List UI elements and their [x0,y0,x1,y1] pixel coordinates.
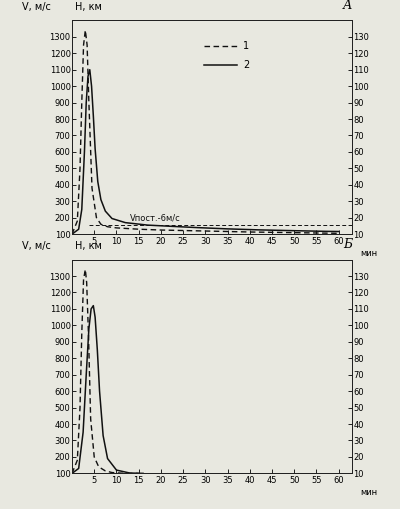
Text: А: А [342,0,352,12]
Text: V, м/с: V, м/с [22,241,50,251]
Text: мин: мин [360,249,378,258]
Text: 2: 2 [243,60,249,70]
Text: H, км: H, км [75,2,102,12]
Text: H, км: H, км [75,241,102,251]
Text: Б: Б [343,238,352,251]
Text: мин: мин [360,488,378,497]
Text: Vпост.-6м/с: Vпост.-6м/с [130,214,180,223]
Text: V, м/с: V, м/с [22,2,50,12]
Text: 1: 1 [243,41,249,51]
